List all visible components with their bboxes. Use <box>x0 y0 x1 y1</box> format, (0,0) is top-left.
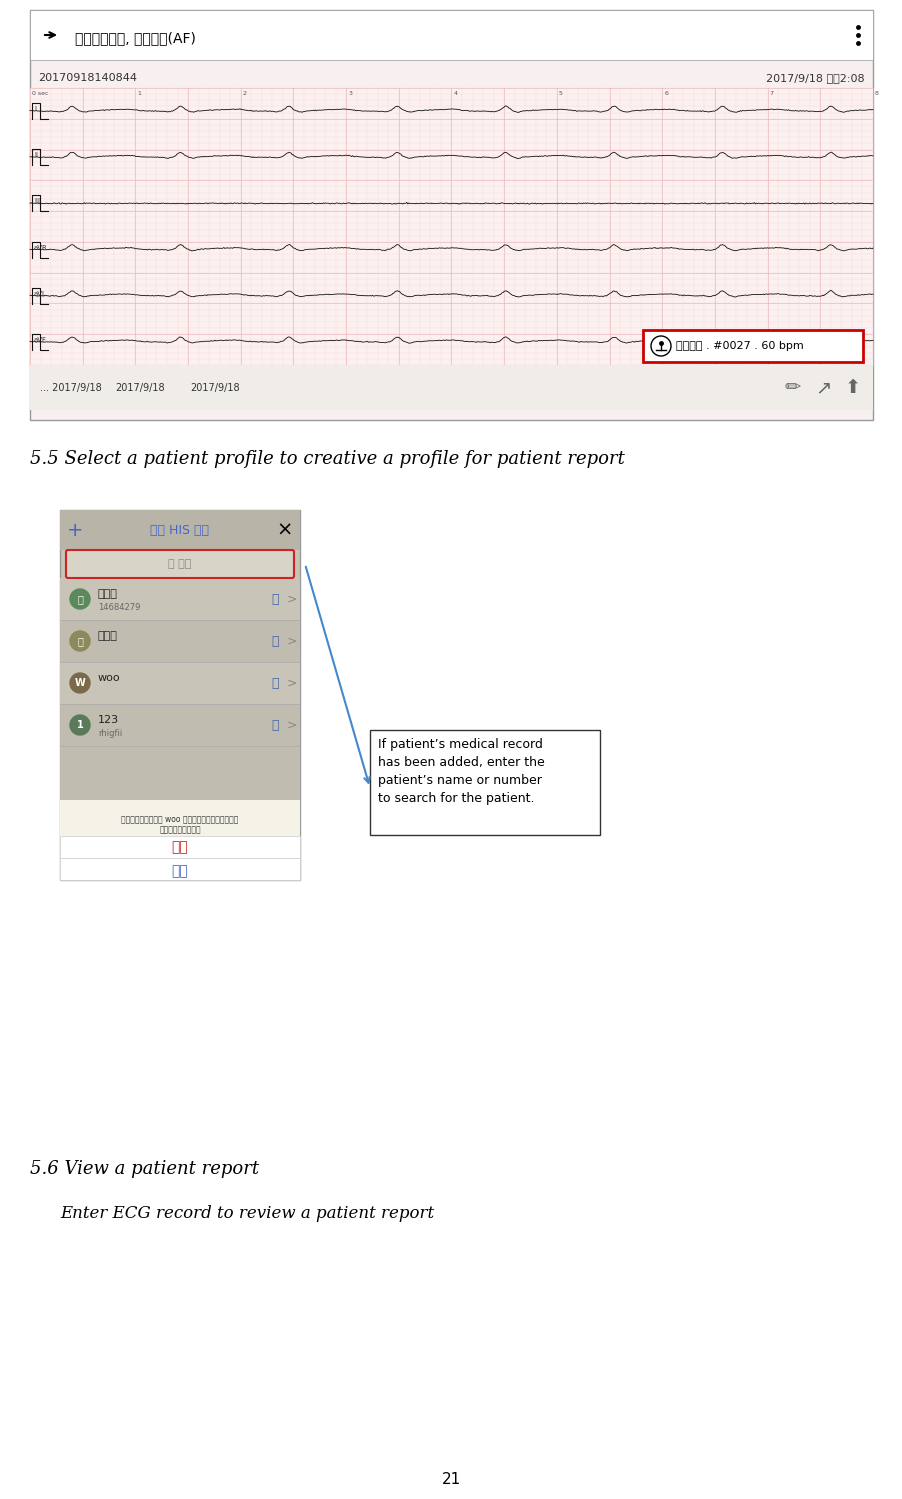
Text: 快速記錄 . #0027 . 60 bpm: 快速記錄 . #0027 . 60 bpm <box>676 340 803 351</box>
Text: ✏: ✏ <box>784 378 800 397</box>
Text: ⓘ: ⓘ <box>271 592 279 606</box>
Text: woo: woo <box>98 673 121 684</box>
Text: 2: 2 <box>243 90 246 96</box>
Text: If patient’s medical record
has been added, enter the
patient’s name or number
t: If patient’s medical record has been add… <box>378 738 544 805</box>
Bar <box>60 800 299 880</box>
Text: 未命名: 未命名 <box>98 631 118 642</box>
Text: 2017/9/18: 2017/9/18 <box>115 382 164 393</box>
FancyBboxPatch shape <box>642 330 862 361</box>
Text: 4: 4 <box>453 90 457 96</box>
Text: 5.5 Select a patient profile to creative a profile for patient report: 5.5 Select a patient profile to creative… <box>30 450 624 468</box>
FancyBboxPatch shape <box>66 550 294 579</box>
Text: 6: 6 <box>664 90 667 96</box>
Text: aVR: aVR <box>34 244 48 250</box>
Text: ⬆: ⬆ <box>844 378 861 397</box>
Text: 目前心電圖將更改到 woo 名下，更改後將不允許再次
修改，確認此操作？: 目前心電圖將更改到 woo 名下，更改後將不允許再次 修改，確認此操作？ <box>121 815 238 835</box>
Text: 1: 1 <box>77 720 83 730</box>
FancyBboxPatch shape <box>370 730 599 835</box>
Text: >: > <box>287 718 297 732</box>
Text: ... 2017/9/18: ... 2017/9/18 <box>40 382 102 393</box>
Text: 2017/9/18 下午2:08: 2017/9/18 下午2:08 <box>766 73 864 82</box>
Text: +: + <box>67 520 83 540</box>
Bar <box>60 705 299 747</box>
Text: ⓘ: ⓘ <box>271 718 279 732</box>
Text: >: > <box>287 676 297 690</box>
Bar <box>60 510 299 550</box>
Text: I: I <box>34 106 36 112</box>
Text: 未: 未 <box>77 636 83 646</box>
Text: ↗: ↗ <box>814 378 830 397</box>
Text: >: > <box>287 634 297 648</box>
Bar <box>60 579 299 621</box>
Text: ⓘ: ⓘ <box>271 634 279 648</box>
Text: II: II <box>34 153 38 159</box>
Text: 21: 21 <box>441 1472 461 1487</box>
Text: 3: 3 <box>348 90 352 96</box>
Bar <box>30 10 872 60</box>
Circle shape <box>70 589 90 609</box>
Text: 查詢 HIS 患者: 查詢 HIS 患者 <box>151 523 209 537</box>
Bar <box>60 747 299 800</box>
Text: 確定: 確定 <box>171 839 189 854</box>
Text: 陳: 陳 <box>77 594 83 604</box>
Text: 2017/9/18: 2017/9/18 <box>189 382 239 393</box>
FancyBboxPatch shape <box>30 10 872 420</box>
Circle shape <box>70 715 90 735</box>
Bar <box>30 88 872 364</box>
Bar <box>30 364 872 411</box>
Text: 123: 123 <box>98 715 119 726</box>
Text: Enter ECG record to review a patient report: Enter ECG record to review a patient rep… <box>60 1205 434 1222</box>
Circle shape <box>70 631 90 651</box>
Text: 🔍 搜尋: 🔍 搜尋 <box>168 559 191 570</box>
Text: aVF: aVF <box>34 337 47 343</box>
Text: rhigfii: rhigfii <box>98 729 122 738</box>
Bar <box>60 621 299 663</box>
Circle shape <box>70 673 90 693</box>
Bar <box>60 857 299 880</box>
Text: 5.6 View a patient report: 5.6 View a patient report <box>30 1160 259 1178</box>
Text: 8: 8 <box>874 90 878 96</box>
Text: 0 sec: 0 sec <box>32 90 49 96</box>
Text: 5: 5 <box>558 90 562 96</box>
Bar <box>60 663 299 705</box>
Text: 1: 1 <box>137 90 141 96</box>
Text: W: W <box>75 678 86 688</box>
Text: 7: 7 <box>769 90 773 96</box>
Text: aVL: aVL <box>34 291 47 297</box>
Text: >: > <box>287 592 297 606</box>
Text: 14684279: 14684279 <box>98 603 140 612</box>
Bar <box>60 836 299 857</box>
Text: ×: × <box>277 520 293 540</box>
Bar <box>60 510 299 880</box>
Text: 取消: 取消 <box>171 863 189 878</box>
Text: 20170918140844: 20170918140844 <box>38 73 137 82</box>
Text: III: III <box>34 198 40 204</box>
Text: 陳先生: 陳先生 <box>98 589 118 600</box>
Text: ⓘ: ⓘ <box>271 676 279 690</box>
Text: 肢導信號缺失, 心房顏動(AF): 肢導信號缺失, 心房顏動(AF) <box>75 31 196 45</box>
